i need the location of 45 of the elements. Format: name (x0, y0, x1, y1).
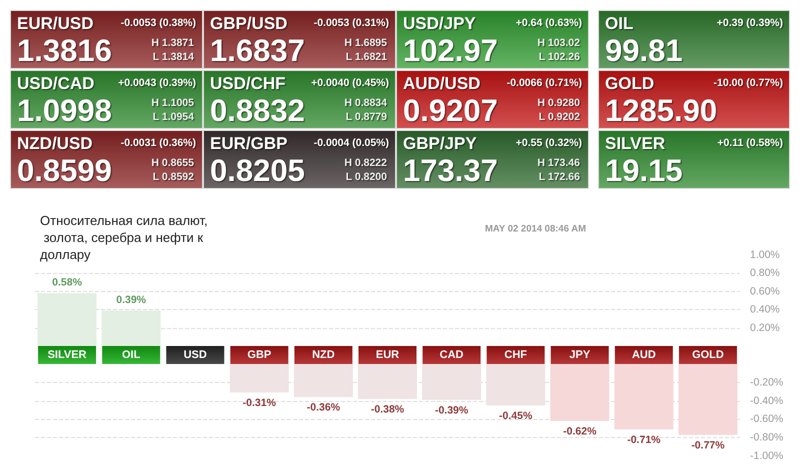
y-tick-label: 0.60% (750, 285, 780, 298)
data-label: -0.71% (627, 434, 662, 446)
text: GBP/USD -0.0053 (0.31%) 1.6837 H 1.6895 L 1.6821 (210, 14, 389, 68)
y-tick-label: 0.40% (750, 304, 780, 316)
chart-subtitle: MAY 02 2014 08:46 AM (485, 224, 586, 234)
text: USD/CAD +0.0043 (0.39%) 1.0998 H 1.1005 L 1.0954 (17, 74, 196, 128)
text: NZD/USD -0.0031 (0.36%) 0.8599 H 0.8655 L 0.8592 (17, 134, 196, 188)
y-tick-label: -0.20% (750, 376, 784, 388)
data-label: 0.39% (116, 294, 147, 306)
text: EUR/USD -0.0053 (0.38%) 1.3816 H 1.3871 L 1.3814 (17, 14, 196, 68)
y-tick-label: -0.80% (750, 432, 784, 444)
y-tick-label: 1.00% (750, 249, 780, 261)
x-tick-label: SILVER (48, 349, 87, 361)
text: GOLD -10.00 (0.77%) 1285.90 (605, 74, 783, 128)
y-tick-label: 0.20% (750, 322, 780, 334)
x-tick-label: JPY (569, 349, 591, 361)
x-tick-label: OIL (122, 349, 141, 361)
y-tick-label: -1.00% (750, 450, 784, 462)
x-tick-label: EUR (376, 349, 400, 361)
text: OIL +0.39 (0.39%) 99.81 (605, 14, 783, 68)
text: USD/JPY +0.64 (0.63%) 102.97 H 103.02 L 102.26 (403, 14, 582, 68)
data-label: -0.77% (691, 439, 726, 452)
data-label: -0.36% (306, 402, 341, 414)
x-tick-label: GBP (247, 349, 272, 361)
x-tick-label: CAD (440, 349, 464, 361)
text: GBP/JPY +0.55 (0.32%) 173.37 H 173.46 L 172.66 (403, 134, 582, 188)
text: AUD/USD -0.0066 (0.71%) 0.9207 H 0.9280 L 0.9202 (403, 74, 582, 128)
x-tick-label: CHF (504, 349, 528, 361)
data-label: -0.38% (370, 403, 405, 416)
y-tick-label: 0.80% (750, 267, 780, 280)
text: SILVER +0.11 (0.58%) 19.15 (605, 134, 783, 188)
text: USD/CHF +0.0040 (0.45%) 0.8832 H 0.8834 L 0.8779 (210, 74, 389, 128)
text: EUR/GBP -0.0004 (0.05%) 0.8205 H 0.8222 L 0.8200 (210, 134, 389, 188)
data-label: -0.39% (434, 404, 469, 416)
data-label: -0.31% (242, 397, 277, 410)
y-tick-label: -0.40% (750, 394, 784, 407)
x-tick-label: AUD (632, 349, 656, 361)
data-label: -0.45% (499, 410, 533, 422)
y-tick-label: -0.60% (750, 413, 784, 426)
chart-title: Относительная сила валют, золота, серебра и нефти к доллару (40, 213, 208, 262)
x-tick-label: USD (184, 349, 207, 361)
data-label: -0.62% (563, 426, 598, 438)
x-tick-label: NZD (312, 349, 335, 361)
x-tick-label: GOLD (692, 349, 724, 361)
data-label: 0.58% (52, 276, 83, 289)
